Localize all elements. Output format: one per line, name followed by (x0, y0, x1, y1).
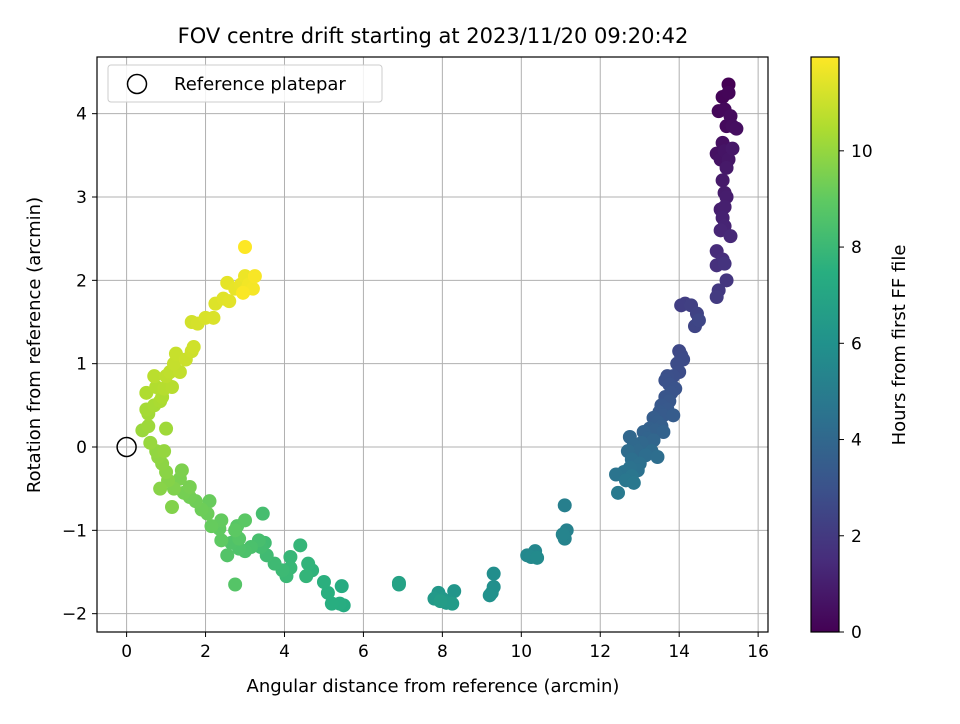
data-point (482, 588, 497, 603)
y-tick-label: 2 (76, 271, 87, 291)
data-point (164, 380, 179, 394)
data-point (214, 533, 229, 548)
data-point (186, 340, 201, 354)
legend-box (107, 64, 383, 103)
data-point (157, 444, 172, 459)
legend-marker-icon (126, 73, 148, 95)
data-point (293, 538, 308, 553)
data-point (626, 475, 641, 490)
data-point (236, 285, 251, 300)
data-point (283, 550, 298, 564)
y-tick-label: 3 (76, 188, 87, 208)
data-point (228, 523, 243, 538)
reference-point-marker (116, 436, 137, 458)
legend: Reference platepar (107, 64, 383, 103)
data-point (646, 433, 661, 448)
data-point (530, 550, 545, 565)
data-point (316, 575, 331, 589)
data-point (709, 290, 724, 304)
data-point (147, 369, 162, 384)
x-tick-label: 8 (437, 642, 448, 662)
x-tick-label: 2 (200, 642, 211, 662)
data-point (719, 273, 734, 288)
data-point (238, 513, 253, 528)
y-tick-label: 4 (76, 105, 87, 125)
colorbar-tick-label: 2 (851, 527, 862, 547)
data-point (324, 596, 339, 611)
colorbar-label: Hours from first FF file (889, 245, 910, 446)
data-point (656, 425, 671, 439)
data-point (164, 500, 179, 514)
data-point (391, 577, 406, 592)
colorbar-tick-label: 8 (851, 238, 862, 258)
y-tick-label: 1 (76, 355, 87, 375)
data-point (320, 585, 335, 600)
data-point (674, 298, 689, 313)
data-point (486, 566, 501, 581)
data-point (557, 498, 572, 513)
data-point (206, 310, 221, 325)
data-point (220, 548, 235, 563)
data-point (650, 450, 665, 464)
data-point (611, 485, 626, 500)
plot-frame (96, 56, 769, 633)
data-point (666, 408, 681, 423)
y-axis-label: Rotation from reference (arcmin) (24, 197, 45, 493)
x-tick-label: 12 (589, 642, 611, 662)
data-points (135, 77, 744, 613)
data-point (182, 480, 197, 494)
data-point (433, 594, 448, 609)
data-point (715, 173, 730, 188)
x-tick-label: 14 (668, 642, 690, 662)
data-point (141, 419, 156, 434)
colorbar-tick-label: 0 (851, 623, 862, 643)
data-point (174, 463, 189, 478)
x-tick-label: 6 (358, 642, 369, 662)
x-tick-label: 10 (510, 642, 532, 662)
y-tick-label: −1 (62, 521, 87, 541)
colorbar-tick-label: 4 (851, 431, 862, 451)
x-axis-label: Angular distance from reference (arcmin) (247, 676, 620, 697)
data-point (204, 519, 219, 534)
colorbar: 0 2 4 6 8 10 Hours from first FF file (810, 56, 910, 643)
x-axis-ticks: 0 2 4 6 8 10 12 14 16 (121, 632, 769, 662)
x-tick-label: 0 (121, 642, 132, 662)
data-point (717, 256, 732, 271)
legend-entry-reference: Reference platepar (174, 74, 346, 95)
data-point (238, 240, 253, 254)
colorbar-tick-label: 10 (851, 142, 873, 162)
data-point (717, 200, 732, 214)
data-point (719, 160, 734, 175)
data-point (255, 506, 270, 521)
data-point (725, 141, 740, 156)
data-point (159, 421, 174, 436)
data-point (721, 85, 736, 100)
data-point (555, 527, 570, 542)
data-point (723, 229, 738, 244)
data-point (222, 294, 237, 309)
colorbar-ticks: 0 2 4 6 8 10 (839, 142, 873, 643)
x-tick-label: 16 (747, 642, 769, 662)
data-point (247, 269, 262, 284)
data-point (445, 596, 460, 611)
chart-title: FOV centre drift starting at 2023/11/20 … (178, 24, 689, 48)
y-tick-label: −2 (62, 605, 87, 625)
y-tick-label: 0 (76, 438, 87, 458)
data-point (301, 556, 316, 571)
data-point (143, 435, 158, 450)
data-point (228, 577, 243, 592)
colorbar-gradient (810, 56, 840, 633)
data-point (334, 579, 349, 594)
colorbar-tick-label: 6 (851, 334, 862, 354)
y-axis-ticks: −2 −1 0 1 2 3 4 (62, 105, 97, 625)
data-point (299, 569, 314, 584)
x-tick-label: 4 (279, 642, 290, 662)
data-point (729, 121, 744, 136)
data-point (153, 481, 168, 496)
data-point (691, 313, 706, 328)
